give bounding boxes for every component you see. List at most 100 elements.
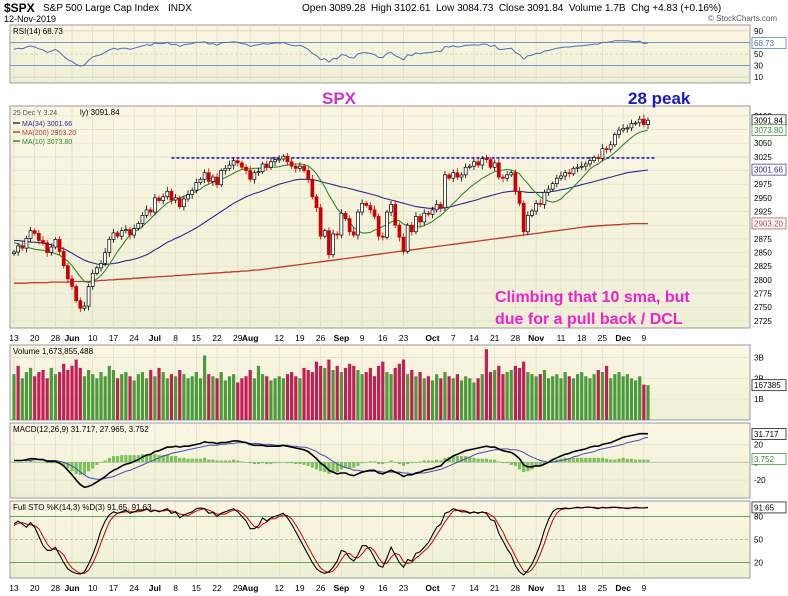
x-tick-label: Nov xyxy=(528,333,544,343)
x-tick-label-bottom: Aug xyxy=(242,583,259,593)
x-tick-label-bottom: 28 xyxy=(51,583,61,593)
sto-legend: Full STO %K(14,3) %D(3) 91.65, 91.63 xyxy=(13,503,152,512)
volume-bar xyxy=(372,376,377,420)
volume-bar xyxy=(306,370,310,420)
candle-body xyxy=(32,230,37,234)
candle-body xyxy=(219,170,224,186)
volume-bar xyxy=(488,372,493,420)
price-tick-label: 3050 xyxy=(754,139,772,148)
macd-histogram-bar xyxy=(538,462,542,466)
price-tag-box xyxy=(751,217,787,230)
volume-bar xyxy=(182,374,186,420)
macd-histogram-bar xyxy=(604,458,609,463)
volume-bar xyxy=(33,376,37,420)
macd-histogram-bar xyxy=(633,459,638,463)
macd-histogram-bar xyxy=(530,462,534,470)
candle-body xyxy=(546,188,551,193)
candle-body xyxy=(264,163,269,168)
candle-body xyxy=(364,202,369,206)
x-tick-label-bottom: 13 xyxy=(9,583,19,593)
volume-bar xyxy=(66,370,70,420)
candle-body xyxy=(107,239,112,253)
volume-bar xyxy=(335,365,339,420)
macd-histogram-bar xyxy=(149,455,153,463)
macd-histogram-bar xyxy=(310,462,314,468)
volume-bar xyxy=(377,365,381,420)
macd-histogram-bar xyxy=(534,462,538,467)
macd-histogram-bar xyxy=(273,462,277,464)
price-tick-label: 2725 xyxy=(754,317,772,326)
candle-body xyxy=(169,190,174,201)
macd-histogram-bar xyxy=(20,462,24,463)
volume-bar xyxy=(165,378,169,420)
volume-bar xyxy=(319,365,323,420)
candle-body xyxy=(148,209,153,213)
macd-histogram-bar xyxy=(613,459,617,463)
candle-body xyxy=(306,170,311,180)
volume-bar xyxy=(592,374,596,420)
macd-histogram-bar xyxy=(422,460,426,463)
x-tick-label: Jun xyxy=(64,333,79,343)
macd-histogram-bar xyxy=(522,462,526,473)
candle-body xyxy=(293,165,298,169)
macd-histogram-bar xyxy=(49,462,53,464)
volume-bar xyxy=(476,378,480,420)
ma10-line xyxy=(13,129,649,284)
volume-bar xyxy=(219,372,223,420)
volume-bar xyxy=(468,378,472,420)
volume-bar xyxy=(12,374,16,420)
macd-histogram-bar xyxy=(638,459,642,463)
candle-body xyxy=(157,197,161,201)
candle-body xyxy=(78,300,83,309)
volume-bar xyxy=(497,365,501,420)
macd-histogram-bar xyxy=(488,459,493,463)
macd-histogram-bar xyxy=(37,462,41,463)
candle-body xyxy=(103,252,108,264)
volume-bar xyxy=(642,384,646,420)
volume-bar xyxy=(53,374,58,420)
macd-histogram-bar xyxy=(418,461,422,463)
volume-bar xyxy=(277,376,281,420)
candle-body xyxy=(525,215,530,233)
volume-bar xyxy=(281,378,285,420)
volume-bar xyxy=(120,374,124,420)
index-name: S&P 500 Large Cap Index xyxy=(43,3,160,14)
x-tick-label: Jul xyxy=(149,333,161,343)
macd-histogram-bar xyxy=(124,455,128,463)
macd-histogram-bar xyxy=(95,462,99,465)
x-tick-label-bottom: Oct xyxy=(425,583,439,593)
candle-body xyxy=(612,134,617,146)
volume-bar xyxy=(236,382,240,420)
volume-bar xyxy=(294,376,298,420)
volume-bar xyxy=(273,378,277,420)
watermark: © StockCharts.com xyxy=(708,14,778,23)
macd-histogram-bar xyxy=(493,459,497,463)
rsi-legend: RSI(14) 68.73 xyxy=(13,27,63,36)
candle-body xyxy=(339,212,344,236)
macd-histogram-bar xyxy=(248,462,252,464)
x-tick-label-bottom: 18 xyxy=(577,583,587,593)
candle-body xyxy=(343,212,348,219)
volume-bar xyxy=(426,376,430,420)
candle-body xyxy=(368,205,373,211)
macd-histogram-bar xyxy=(261,462,265,464)
volume-bar xyxy=(571,378,576,420)
macd-line xyxy=(14,432,648,489)
macd-histogram-bar xyxy=(107,457,111,463)
macd-histogram-bar xyxy=(451,456,455,463)
candle-body xyxy=(269,161,273,168)
macd-histogram-bar xyxy=(290,462,294,464)
x-tick-label-bottom: 23 xyxy=(399,583,409,593)
macd-histogram-bar xyxy=(501,462,505,464)
volume-bar xyxy=(501,374,505,420)
volume-bar xyxy=(430,380,435,420)
candle-body xyxy=(575,166,580,169)
candle-body xyxy=(451,172,456,179)
volume-bar xyxy=(484,349,488,420)
x-tick-label: 29 xyxy=(233,333,243,343)
macd-histogram-bar xyxy=(277,462,281,464)
candle-body xyxy=(571,167,576,175)
volume-bar xyxy=(16,365,20,420)
candle-body xyxy=(194,182,199,191)
candle-body xyxy=(90,272,95,287)
